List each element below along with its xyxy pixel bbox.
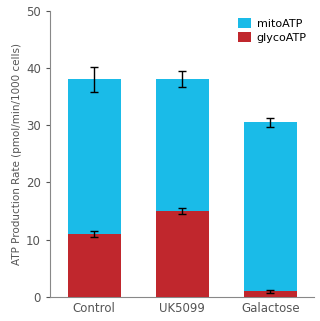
Bar	[156, 211, 209, 297]
Bar	[244, 291, 297, 297]
Bar	[68, 79, 121, 234]
Legend: mitoATP, glycoATP: mitoATP, glycoATP	[236, 16, 309, 46]
Bar	[244, 122, 297, 291]
Bar	[156, 79, 209, 211]
Y-axis label: ATP Production Rate (pmol/min/1000 cells): ATP Production Rate (pmol/min/1000 cells…	[12, 43, 22, 265]
Bar	[68, 234, 121, 297]
